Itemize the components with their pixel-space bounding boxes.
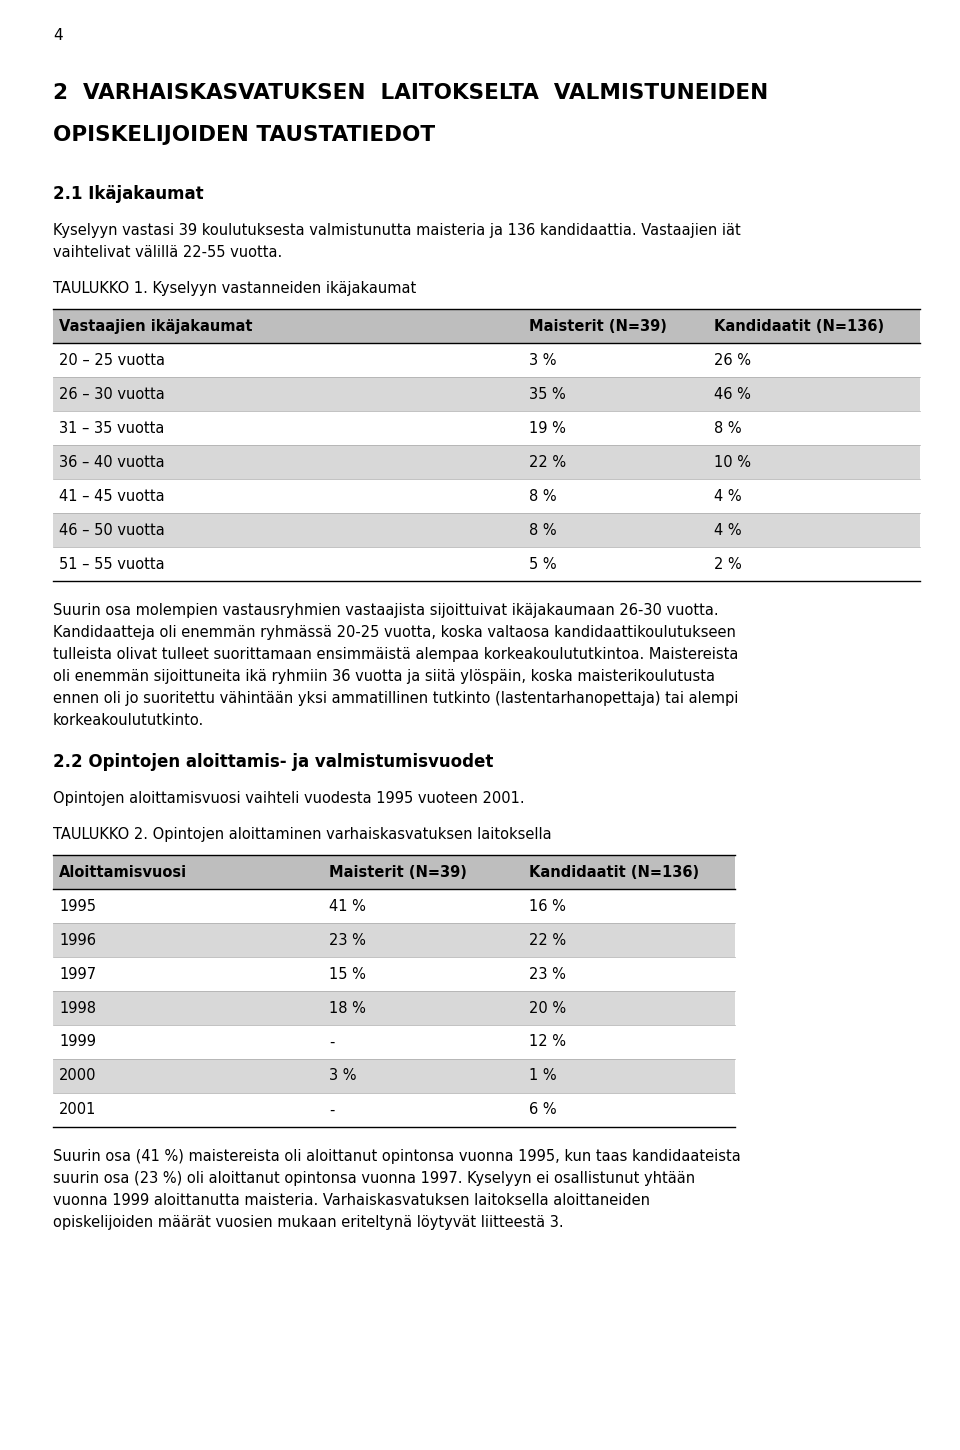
Text: Opintojen aloittamisvuosi vaihteli vuodesta 1995 vuoteen 2001.: Opintojen aloittamisvuosi vaihteli vuode…: [53, 792, 524, 806]
Text: ennen oli jo suoritettu vähintään yksi ammatillinen tutkinto (lastentarhanopetta: ennen oli jo suoritettu vähintään yksi a…: [53, 692, 738, 706]
Text: Kyselyyn vastasi 39 koulutuksesta valmistunutta maisteria ja 136 kandidaattia. V: Kyselyyn vastasi 39 koulutuksesta valmis…: [53, 223, 741, 238]
Text: 8 %: 8 %: [529, 489, 557, 503]
Text: 18 %: 18 %: [329, 1000, 366, 1015]
Text: Aloittamisvuosi: Aloittamisvuosi: [59, 864, 187, 880]
Bar: [53, 445, 920, 478]
Text: korkeakoulututkinto.: korkeakoulututkinto.: [53, 713, 204, 728]
Bar: [53, 957, 735, 990]
Text: suurin osa (23 %) oli aloittanut opintonsa vuonna 1997. Kyselyyn ei osallistunut: suurin osa (23 %) oli aloittanut opinton…: [53, 1172, 695, 1186]
Bar: [53, 513, 920, 547]
Text: tulleista olivat tulleet suorittamaan ensimmäistä alempaa korkeakoulututkintoa. : tulleista olivat tulleet suorittamaan en…: [53, 647, 738, 663]
Bar: [53, 1058, 735, 1093]
Bar: [53, 856, 735, 889]
Text: 4 %: 4 %: [714, 489, 742, 503]
Text: 20 – 25 vuotta: 20 – 25 vuotta: [59, 352, 165, 367]
Bar: [53, 990, 735, 1025]
Text: 23 %: 23 %: [329, 932, 366, 947]
Text: 1 %: 1 %: [529, 1069, 557, 1083]
Text: Maisterit (N=39): Maisterit (N=39): [529, 319, 667, 334]
Text: 31 – 35 vuotta: 31 – 35 vuotta: [59, 420, 164, 435]
Text: 3 %: 3 %: [329, 1069, 356, 1083]
Text: Kandidaatteja oli enemmän ryhmässä 20-25 vuotta, koska valtaosa kandidaattikoulu: Kandidaatteja oli enemmän ryhmässä 20-25…: [53, 625, 736, 639]
Bar: [53, 309, 920, 344]
Bar: [53, 1025, 735, 1058]
Text: 46 %: 46 %: [714, 387, 751, 402]
Bar: [53, 889, 735, 924]
Text: 22 %: 22 %: [529, 932, 566, 947]
Text: 41 %: 41 %: [329, 899, 366, 914]
Text: OPISKELIJOIDEN TAUSTATIEDOT: OPISKELIJOIDEN TAUSTATIEDOT: [53, 125, 435, 145]
Text: 51 – 55 vuotta: 51 – 55 vuotta: [59, 557, 164, 571]
Text: 5 %: 5 %: [529, 557, 557, 571]
Text: TAULUKKO 1. Kyselyyn vastanneiden ikäjakaumat: TAULUKKO 1. Kyselyyn vastanneiden ikäjak…: [53, 281, 417, 296]
Text: opiskelijoiden määrät vuosien mukaan eriteltynä löytyvät liitteestä 3.: opiskelijoiden määrät vuosien mukaan eri…: [53, 1215, 564, 1230]
Text: 46 – 50 vuotta: 46 – 50 vuotta: [59, 522, 165, 538]
Text: 20 %: 20 %: [529, 1000, 566, 1015]
Text: 26 %: 26 %: [714, 352, 751, 367]
Text: 41 – 45 vuotta: 41 – 45 vuotta: [59, 489, 164, 503]
Text: 1999: 1999: [59, 1034, 96, 1050]
Bar: [53, 478, 920, 513]
Text: Maisterit (N=39): Maisterit (N=39): [329, 864, 467, 880]
Text: 35 %: 35 %: [529, 387, 565, 402]
Bar: [53, 924, 735, 957]
Bar: [53, 410, 920, 445]
Text: TAULUKKO 2. Opintojen aloittaminen varhaiskasvatuksen laitoksella: TAULUKKO 2. Opintojen aloittaminen varha…: [53, 826, 552, 842]
Text: 12 %: 12 %: [529, 1034, 566, 1050]
Text: 10 %: 10 %: [714, 454, 751, 470]
Text: 23 %: 23 %: [529, 967, 565, 982]
Text: vaihtelivat välillä 22-55 vuotta.: vaihtelivat välillä 22-55 vuotta.: [53, 245, 282, 260]
Text: 1998: 1998: [59, 1000, 96, 1015]
Text: 16 %: 16 %: [529, 899, 565, 914]
Bar: [53, 547, 920, 581]
Text: 1997: 1997: [59, 967, 96, 982]
Text: 8 %: 8 %: [529, 522, 557, 538]
Text: -: -: [329, 1034, 334, 1050]
Text: 3 %: 3 %: [529, 352, 557, 367]
Text: 2 %: 2 %: [714, 557, 742, 571]
Text: 15 %: 15 %: [329, 967, 366, 982]
Text: Vastaajien ikäjakaumat: Vastaajien ikäjakaumat: [59, 319, 252, 334]
Text: 2000: 2000: [59, 1069, 97, 1083]
Text: 36 – 40 vuotta: 36 – 40 vuotta: [59, 454, 164, 470]
Text: 2.1 Ikäjakaumat: 2.1 Ikäjakaumat: [53, 186, 204, 203]
Text: 22 %: 22 %: [529, 454, 566, 470]
Bar: [53, 1093, 735, 1127]
Text: -: -: [329, 1102, 334, 1118]
Text: 4: 4: [53, 28, 62, 44]
Bar: [53, 344, 920, 377]
Text: 8 %: 8 %: [714, 420, 742, 435]
Text: Suurin osa (41 %) maistereista oli aloittanut opintonsa vuonna 1995, kun taas ka: Suurin osa (41 %) maistereista oli aloit…: [53, 1148, 741, 1164]
Text: 2001: 2001: [59, 1102, 96, 1118]
Text: 2  VARHAISKASVATUKSEN  LAITOKSELTA  VALMISTUNEIDEN: 2 VARHAISKASVATUKSEN LAITOKSELTA VALMIST…: [53, 83, 768, 103]
Text: Suurin osa molempien vastausryhmien vastaajista sijoittuivat ikäjakaumaan 26-30 : Suurin osa molempien vastausryhmien vast…: [53, 603, 719, 618]
Text: 6 %: 6 %: [529, 1102, 557, 1118]
Text: oli enemmän sijoittuneita ikä ryhmiin 36 vuotta ja siitä ylöspäin, koska maister: oli enemmän sijoittuneita ikä ryhmiin 36…: [53, 668, 715, 684]
Text: vuonna 1999 aloittanutta maisteria. Varhaiskasvatuksen laitoksella aloittaneiden: vuonna 1999 aloittanutta maisteria. Varh…: [53, 1193, 650, 1208]
Bar: [53, 377, 920, 410]
Text: 1995: 1995: [59, 899, 96, 914]
Text: Kandidaatit (N=136): Kandidaatit (N=136): [529, 864, 699, 880]
Text: Kandidaatit (N=136): Kandidaatit (N=136): [714, 319, 884, 334]
Text: 4 %: 4 %: [714, 522, 742, 538]
Text: 2.2 Opintojen aloittamis- ja valmistumisvuodet: 2.2 Opintojen aloittamis- ja valmistumis…: [53, 753, 493, 771]
Text: 19 %: 19 %: [529, 420, 565, 435]
Text: 1996: 1996: [59, 932, 96, 947]
Text: 26 – 30 vuotta: 26 – 30 vuotta: [59, 387, 165, 402]
